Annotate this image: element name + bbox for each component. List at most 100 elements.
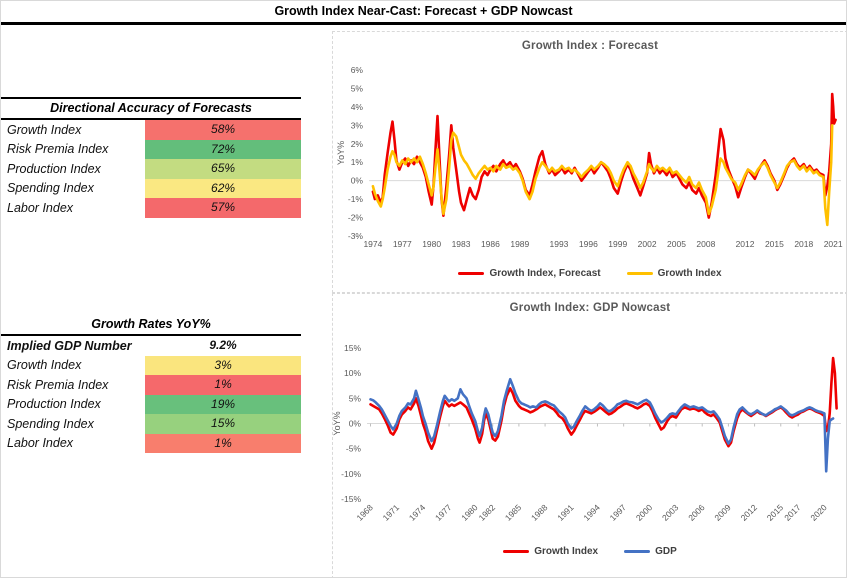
svg-text:1974: 1974 bbox=[363, 239, 382, 249]
svg-text:-1%: -1% bbox=[348, 194, 364, 204]
svg-text:5%: 5% bbox=[351, 83, 364, 93]
svg-text:2012: 2012 bbox=[739, 502, 760, 523]
legend-line-swatch bbox=[458, 272, 485, 275]
svg-text:2003: 2003 bbox=[660, 502, 681, 523]
svg-text:2%: 2% bbox=[351, 139, 364, 149]
nowcast-chart-title: Growth Index: GDP Nowcast bbox=[509, 302, 671, 314]
legend-label: Growth Index bbox=[534, 546, 599, 557]
forecast-chart-legend: Growth Index, Forecast Growth Index bbox=[333, 268, 846, 279]
svg-text:2017: 2017 bbox=[782, 502, 803, 523]
svg-text:2009: 2009 bbox=[712, 502, 733, 523]
row-value: 19% bbox=[145, 394, 301, 414]
svg-text:1980: 1980 bbox=[459, 502, 480, 523]
svg-text:2012: 2012 bbox=[736, 239, 755, 249]
svg-text:1974: 1974 bbox=[407, 502, 428, 523]
svg-text:1977: 1977 bbox=[433, 502, 454, 523]
table-row: Spending Index 15% bbox=[1, 414, 301, 434]
forecast-chart-panel: 6% 5% 4% 3% 2% 1% 0% -1% -2% -3% YoY% 1974 1977 1980 1… bbox=[332, 31, 846, 293]
row-value: 62% bbox=[145, 178, 301, 198]
legend-label: Growth Index, Forecast bbox=[489, 268, 601, 279]
svg-text:1993: 1993 bbox=[550, 239, 569, 249]
legend-item[interactable]: Growth Index, Forecast bbox=[458, 268, 601, 279]
row-value: 65% bbox=[145, 159, 301, 179]
forecast-chart-plot: 6% 5% 4% 3% 2% 1% 0% -1% -2% -3% YoY% 1974 1977 1980 1… bbox=[336, 65, 843, 249]
growth-rates-table: Growth Rates YoY% Implied GDP Number 9.2… bbox=[1, 315, 301, 453]
legend-item[interactable]: GDP bbox=[624, 546, 677, 557]
svg-text:2020: 2020 bbox=[808, 502, 829, 523]
table-row: Labor Index 1% bbox=[1, 433, 301, 453]
svg-text:15%: 15% bbox=[344, 343, 361, 353]
svg-text:6%: 6% bbox=[351, 65, 364, 75]
table-row: Risk Premia Index 72% bbox=[1, 139, 301, 159]
row-label: Growth Index bbox=[7, 358, 82, 373]
svg-text:2000: 2000 bbox=[634, 502, 655, 523]
svg-text:1982: 1982 bbox=[477, 502, 498, 523]
svg-text:5%: 5% bbox=[349, 393, 362, 403]
accuracy-table: Directional Accuracy of Forecasts Growth… bbox=[1, 97, 301, 218]
row-label: Labor Index bbox=[7, 200, 74, 215]
svg-text:2021: 2021 bbox=[824, 239, 843, 249]
svg-text:1985: 1985 bbox=[503, 502, 524, 523]
svg-text:4%: 4% bbox=[351, 102, 364, 112]
table-row: Labor Index 57% bbox=[1, 198, 301, 218]
svg-text:3%: 3% bbox=[351, 120, 364, 130]
title-divider bbox=[1, 22, 846, 25]
svg-text:2015: 2015 bbox=[765, 502, 786, 523]
row-value: 1% bbox=[145, 375, 301, 395]
svg-text:2006: 2006 bbox=[686, 502, 707, 523]
nowcast-chart-panel: 15% 10% 5% 0% -5% -10% -15% YoY% 1968 1971 1974 197… bbox=[332, 293, 846, 577]
table-row-implied-gdp: Implied GDP Number 9.2% bbox=[1, 336, 301, 356]
row-value: 3% bbox=[145, 355, 301, 375]
row-value: 15% bbox=[145, 414, 301, 434]
svg-text:-2%: -2% bbox=[348, 213, 364, 223]
row-label: Labor Index bbox=[7, 436, 74, 451]
row-label: Implied GDP Number bbox=[7, 338, 132, 353]
row-label: Spending Index bbox=[7, 416, 94, 431]
legend-label: GDP bbox=[655, 546, 677, 557]
svg-text:1983: 1983 bbox=[452, 239, 471, 249]
svg-text:-15%: -15% bbox=[341, 494, 361, 504]
row-label: Production Index bbox=[7, 397, 101, 412]
svg-text:2015: 2015 bbox=[765, 239, 784, 249]
table-row: Growth Index 58% bbox=[1, 120, 301, 140]
row-label: Spending Index bbox=[7, 181, 94, 196]
row-label: Production Index bbox=[7, 161, 101, 176]
legend-item[interactable]: Growth Index bbox=[503, 546, 598, 557]
row-value: 58% bbox=[145, 120, 301, 140]
legend-label: Growth Index bbox=[657, 268, 722, 279]
svg-text:1999: 1999 bbox=[608, 239, 627, 249]
forecast-chart-title: Growth Index : Forecast bbox=[521, 40, 659, 52]
svg-text:-5%: -5% bbox=[346, 444, 362, 454]
accuracy-table-title: Directional Accuracy of Forecasts bbox=[1, 97, 301, 120]
svg-text:1988: 1988 bbox=[529, 502, 550, 523]
row-value: 57% bbox=[145, 198, 301, 218]
row-value: 1% bbox=[145, 433, 301, 453]
svg-text:1980: 1980 bbox=[422, 239, 441, 249]
svg-text:1968: 1968 bbox=[354, 502, 375, 523]
table-row: Spending Index 62% bbox=[1, 178, 301, 198]
row-label: Risk Premia Index bbox=[7, 377, 109, 392]
row-value: 9.2% bbox=[209, 338, 237, 352]
row-label: Growth Index bbox=[7, 122, 82, 137]
svg-text:1997: 1997 bbox=[608, 502, 629, 523]
table-row: Production Index 19% bbox=[1, 394, 301, 414]
svg-text:1%: 1% bbox=[351, 157, 364, 167]
nowcast-chart-legend: Growth Index GDP bbox=[333, 546, 846, 557]
svg-text:2005: 2005 bbox=[667, 239, 686, 249]
row-label: Risk Premia Index bbox=[7, 142, 109, 157]
svg-text:0%: 0% bbox=[351, 176, 364, 186]
legend-line-swatch bbox=[624, 550, 651, 553]
svg-text:1989: 1989 bbox=[510, 239, 529, 249]
svg-text:2008: 2008 bbox=[696, 239, 715, 249]
legend-item[interactable]: Growth Index bbox=[626, 268, 722, 279]
svg-text:1977: 1977 bbox=[393, 239, 412, 249]
table-row: Growth Index 3% bbox=[1, 355, 301, 375]
svg-text:-3%: -3% bbox=[348, 231, 364, 241]
svg-text:YoY%: YoY% bbox=[336, 141, 346, 165]
page-title: Growth Index Near-Cast: Forecast + GDP N… bbox=[274, 4, 573, 18]
svg-text:1971: 1971 bbox=[381, 502, 402, 523]
svg-text:YoY%: YoY% bbox=[333, 411, 342, 435]
svg-text:1991: 1991 bbox=[555, 502, 576, 523]
svg-text:0%: 0% bbox=[349, 419, 362, 429]
